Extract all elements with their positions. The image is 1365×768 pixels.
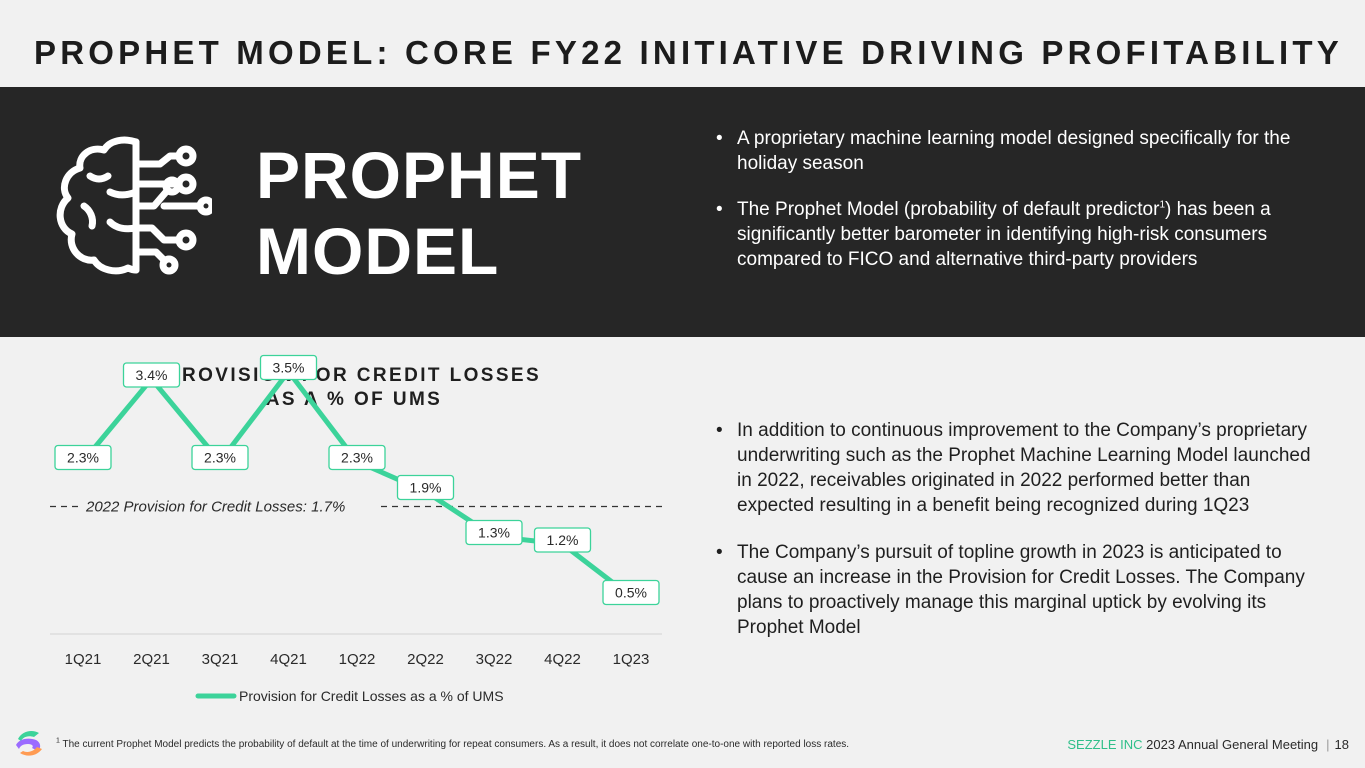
footnote-number: 1 — [56, 737, 60, 745]
brain-circuit-icon — [56, 136, 212, 275]
x-tick-label: 4Q21 — [270, 651, 307, 668]
x-tick-label: 3Q21 — [202, 651, 239, 668]
slide-title: PROPHET MODEL: CORE FY22 INITIATIVE DRIV… — [34, 34, 1343, 71]
data-label-box — [122, 362, 181, 388]
reference-line-label: 2022 Provision for Credit Losses: 1.7% — [85, 499, 345, 516]
data-label: 3.5% — [273, 360, 305, 376]
data-label: 1.2% — [547, 532, 579, 548]
data-label-box — [602, 579, 660, 606]
hero-line-2: MODEL — [256, 214, 500, 288]
bullet-item: In addition to continuous improvement to… — [710, 418, 1330, 518]
x-tick-label: 2Q22 — [407, 651, 444, 668]
data-label-box — [328, 444, 386, 471]
prophet-model-heading: PROPHET MODEL — [256, 137, 582, 289]
data-label-box — [259, 354, 318, 381]
bullet-item: The Prophet Model (probability of defaul… — [710, 197, 1310, 272]
footer: SEZZLE INC 2023 Annual General Meeting | 1… — [1067, 737, 1349, 752]
x-tick-label: 1Q22 — [339, 651, 376, 668]
data-label: 2.3% — [67, 450, 99, 466]
footer-brand: SEZZLE INC — [1067, 737, 1143, 752]
data-label-box — [465, 519, 523, 546]
data-label: 1.3% — [478, 525, 510, 541]
bottom-bullet-list: In addition to continuous improvement to… — [710, 418, 1330, 662]
data-label: 1.9% — [410, 480, 442, 496]
x-tick-label: 1Q23 — [613, 651, 650, 668]
legend-label: Provision for Credit Losses as a % of UM… — [239, 688, 504, 704]
x-tick-label: 2Q21 — [133, 651, 170, 668]
data-label-box — [396, 474, 455, 501]
x-tick-label: 1Q21 — [65, 651, 102, 668]
bullet-item: A proprietary machine learning model des… — [710, 126, 1310, 176]
series-line — [80, 369, 634, 599]
data-label-box — [54, 444, 112, 471]
data-label-box — [533, 527, 592, 553]
bullet-text: The Prophet Model (probability of defaul… — [737, 199, 1160, 220]
page-number: 18 — [1334, 737, 1349, 752]
data-label: 2.3% — [341, 450, 373, 466]
data-label: 2.3% — [204, 450, 236, 466]
data-label: 0.5% — [615, 585, 647, 601]
footer-separator: | — [1326, 737, 1330, 752]
footnote-text: The current Prophet Model predicts the p… — [62, 739, 850, 750]
footer-event: 2023 Annual General Meeting — [1146, 737, 1319, 752]
provision-line-chart: 2022 Provision for Credit Losses: 1.7% 2.… — [50, 354, 662, 704]
x-tick-label: 4Q22 — [544, 651, 581, 668]
bullet-text: ) has been a significantly better barome… — [737, 199, 1271, 270]
hero-line-1: PROPHET — [256, 138, 583, 212]
data-label: 3.4% — [136, 367, 168, 383]
bullet-item: The Company’s pursuit of topline growth … — [710, 540, 1330, 640]
x-tick-label: 3Q22 — [476, 651, 513, 668]
chart-title-line-2: AS A % OF UMS — [265, 389, 443, 410]
sezzle-logo-icon — [16, 731, 42, 756]
footnote-marker: 1 — [1159, 199, 1166, 211]
top-bullet-list: A proprietary machine learning model des… — [710, 126, 1310, 293]
data-label-box — [191, 444, 249, 471]
footnote: 1 The current Prophet Model predicts the… — [56, 737, 850, 750]
